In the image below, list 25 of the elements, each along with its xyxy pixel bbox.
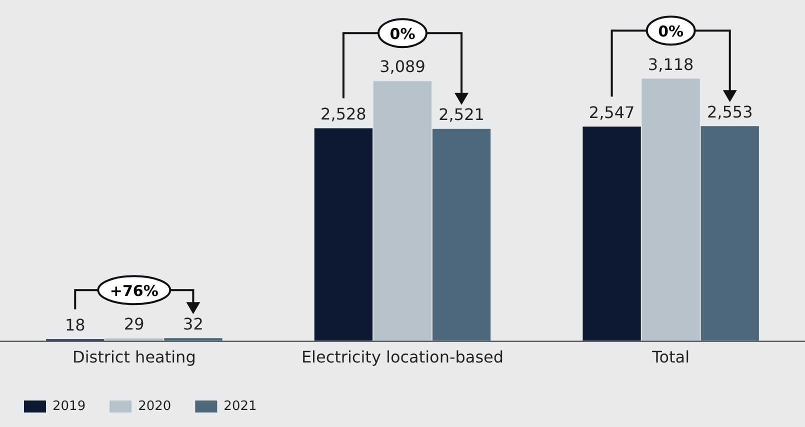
data-label: 3,118: [648, 54, 694, 74]
data-label: 32: [183, 314, 204, 334]
bar: [582, 126, 641, 341]
legend-label: 2021: [224, 398, 257, 414]
bar: [373, 81, 432, 341]
data-label: 3,089: [380, 57, 426, 76]
legend-label: 2020: [138, 398, 172, 414]
data-label: 2,547: [588, 102, 635, 122]
data-label: 29: [124, 314, 144, 334]
x-tick-label: Total: [651, 348, 690, 367]
x-tick-label: Electricity location-based: [301, 348, 504, 367]
x-tick-label: District heating: [72, 348, 196, 367]
data-label: 2,553: [706, 102, 753, 122]
legend-label: 2019: [52, 398, 86, 414]
bar: [164, 338, 222, 341]
data-label: 18: [64, 315, 86, 334]
text: 0%: [390, 25, 416, 44]
bar: [432, 128, 491, 341]
bar: [642, 78, 700, 341]
text: 0%: [658, 22, 684, 41]
data-label: 2,521: [438, 104, 484, 124]
bar: [700, 126, 759, 341]
bar: [314, 128, 373, 341]
annotation: +76%: [110, 282, 158, 300]
data-label: 2,528: [320, 104, 366, 124]
